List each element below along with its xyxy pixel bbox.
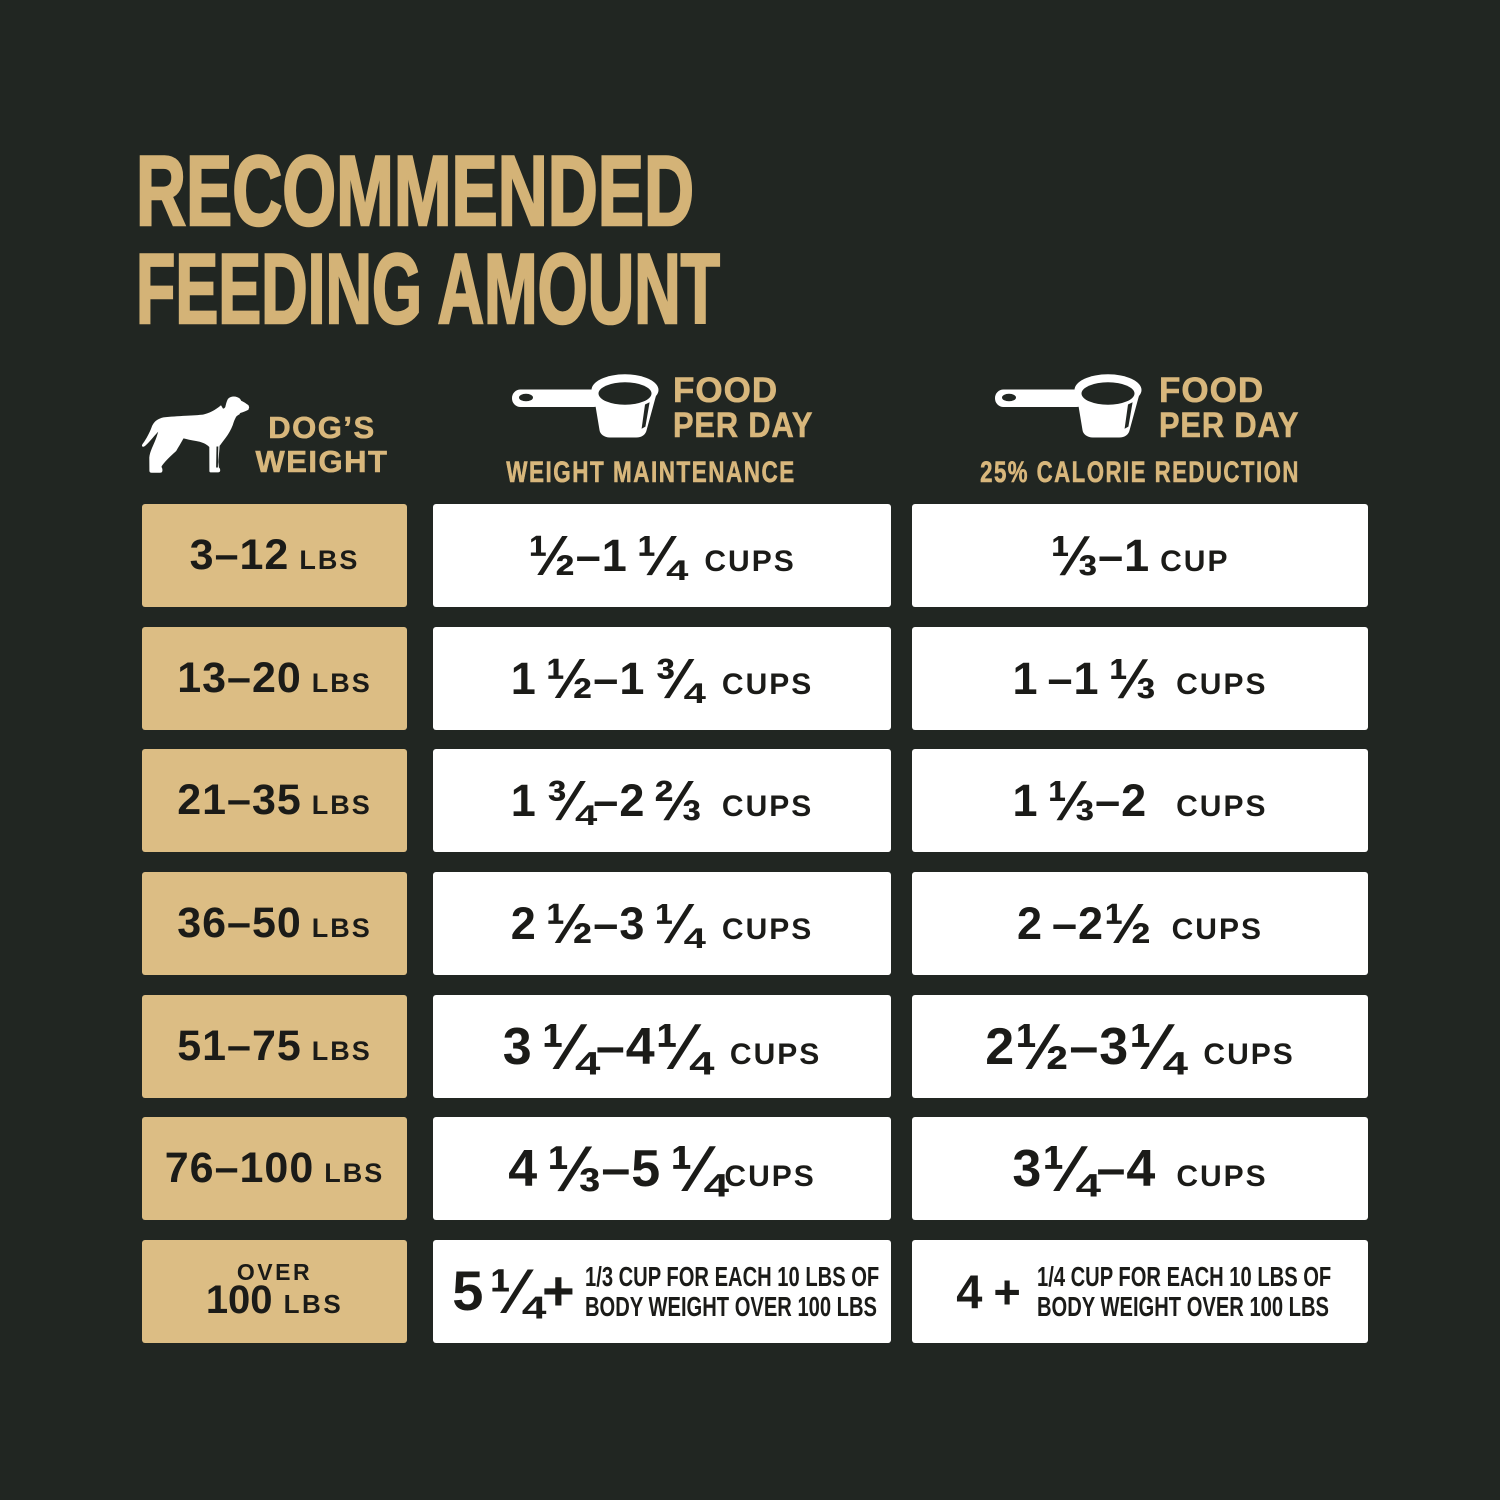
svg-text:FEEDING AMOUNT: FEEDING AMOUNT xyxy=(136,233,720,344)
svg-text:RECOMMENDED: RECOMMENDED xyxy=(136,135,694,246)
